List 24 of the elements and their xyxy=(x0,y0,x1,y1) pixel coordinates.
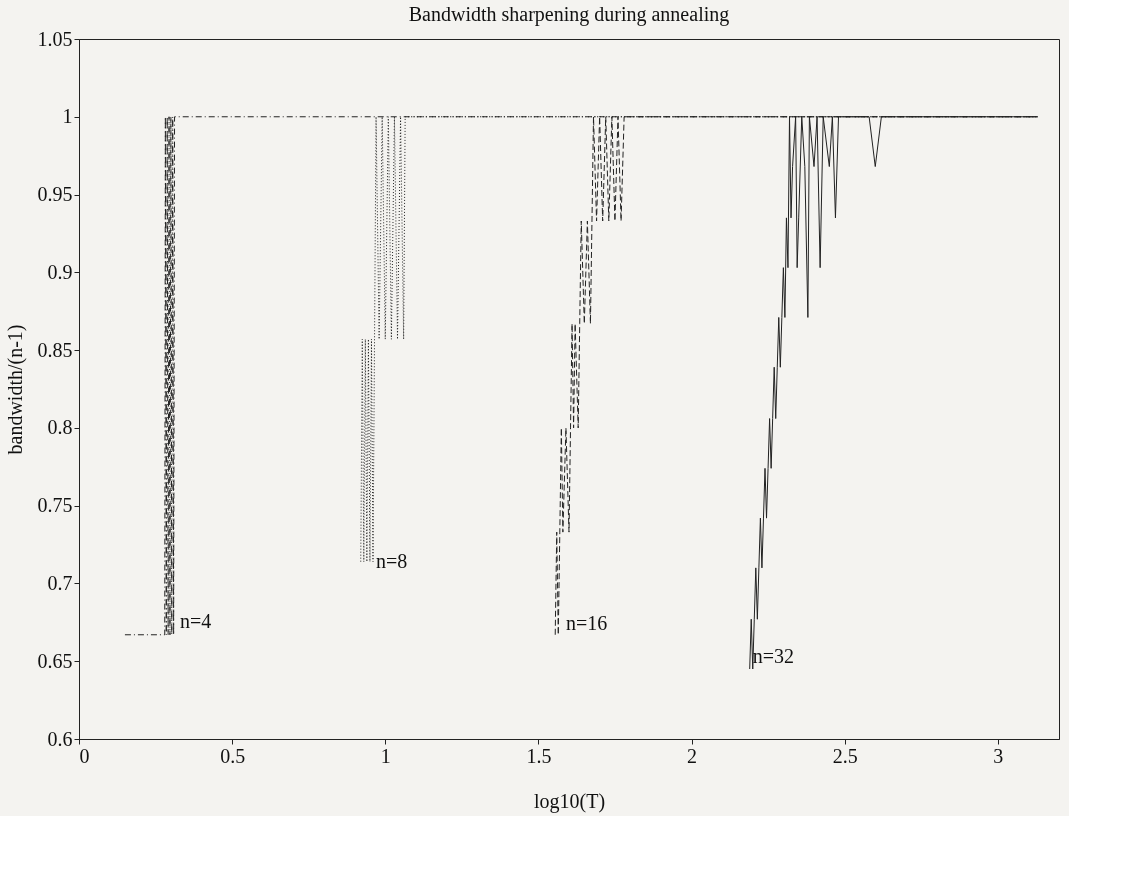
annotation: n=8 xyxy=(376,549,408,572)
y-tick-label: 0.95 xyxy=(37,183,73,206)
annotation: n=16 xyxy=(565,611,608,634)
x-tick-label: 2.5 xyxy=(832,744,858,767)
y-tick-label: 0.7 xyxy=(47,571,73,594)
x-tick-label: 1 xyxy=(380,744,391,767)
y-tick-label: 0.65 xyxy=(37,649,73,672)
y-tick-label: 1 xyxy=(62,105,73,128)
y-tick-label: 0.8 xyxy=(47,416,73,439)
y-tick-label: 0.9 xyxy=(47,260,73,283)
y-tick-label: 0.6 xyxy=(47,727,73,750)
x-axis-title: log10(T) xyxy=(533,789,606,813)
annotation: n=32 xyxy=(752,644,794,667)
chart-title: Bandwidth sharpening during annealing xyxy=(408,3,730,26)
y-tick-label: 0.75 xyxy=(37,494,73,517)
x-tick-label: 1.5 xyxy=(526,744,552,767)
x-tick-label: 2 xyxy=(687,744,697,767)
y-tick-label: 1.05 xyxy=(37,27,73,50)
y-tick-label: 0.85 xyxy=(37,338,73,361)
x-tick-label: 3 xyxy=(993,744,1004,767)
x-tick-label: 0.5 xyxy=(220,744,246,767)
annotation: n=4 xyxy=(180,610,212,633)
x-tick-label: 0 xyxy=(79,744,90,767)
y-axis-title: bandwidth/(n-1) xyxy=(3,324,27,455)
